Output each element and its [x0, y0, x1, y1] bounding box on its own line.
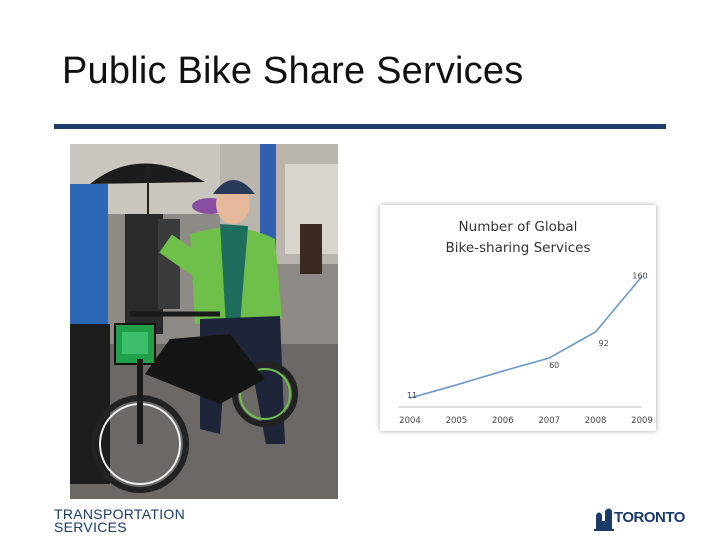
x-tick-label: 2005 — [446, 416, 468, 426]
x-tick-label: 2008 — [585, 416, 607, 426]
x-tick-label: 2007 — [538, 416, 560, 426]
slide-title: Public Bike Share Services — [62, 50, 524, 92]
x-tick-label: 2009 — [631, 416, 653, 426]
footer-line1: TRANSPORTATION — [54, 506, 185, 522]
toronto-logo-text: TORONTO — [614, 509, 685, 526]
city-hall-icon — [594, 508, 614, 531]
data-label: 160 — [632, 271, 647, 280]
chart-svg: Number of Global Bike-sharing Services 2… — [398, 219, 653, 426]
data-label: 92 — [599, 339, 609, 348]
footer-department: TRANSPORTATION SERVICES — [54, 506, 185, 535]
chart-title-line2: Bike-sharing Services — [445, 240, 590, 256]
woman-on-bike-photo — [70, 144, 338, 499]
x-tick-label: 2006 — [492, 416, 514, 426]
data-label: 11 — [407, 391, 417, 400]
footer-line2: SERVICES — [54, 519, 127, 535]
bike-share-chart: Number of Global Bike-sharing Services 2… — [380, 205, 656, 431]
chart-title-line1: Number of Global — [459, 219, 578, 235]
data-label: 60 — [549, 361, 559, 370]
series-line — [409, 275, 643, 399]
x-tick-label: 2004 — [399, 416, 421, 426]
title-divider — [54, 124, 666, 129]
